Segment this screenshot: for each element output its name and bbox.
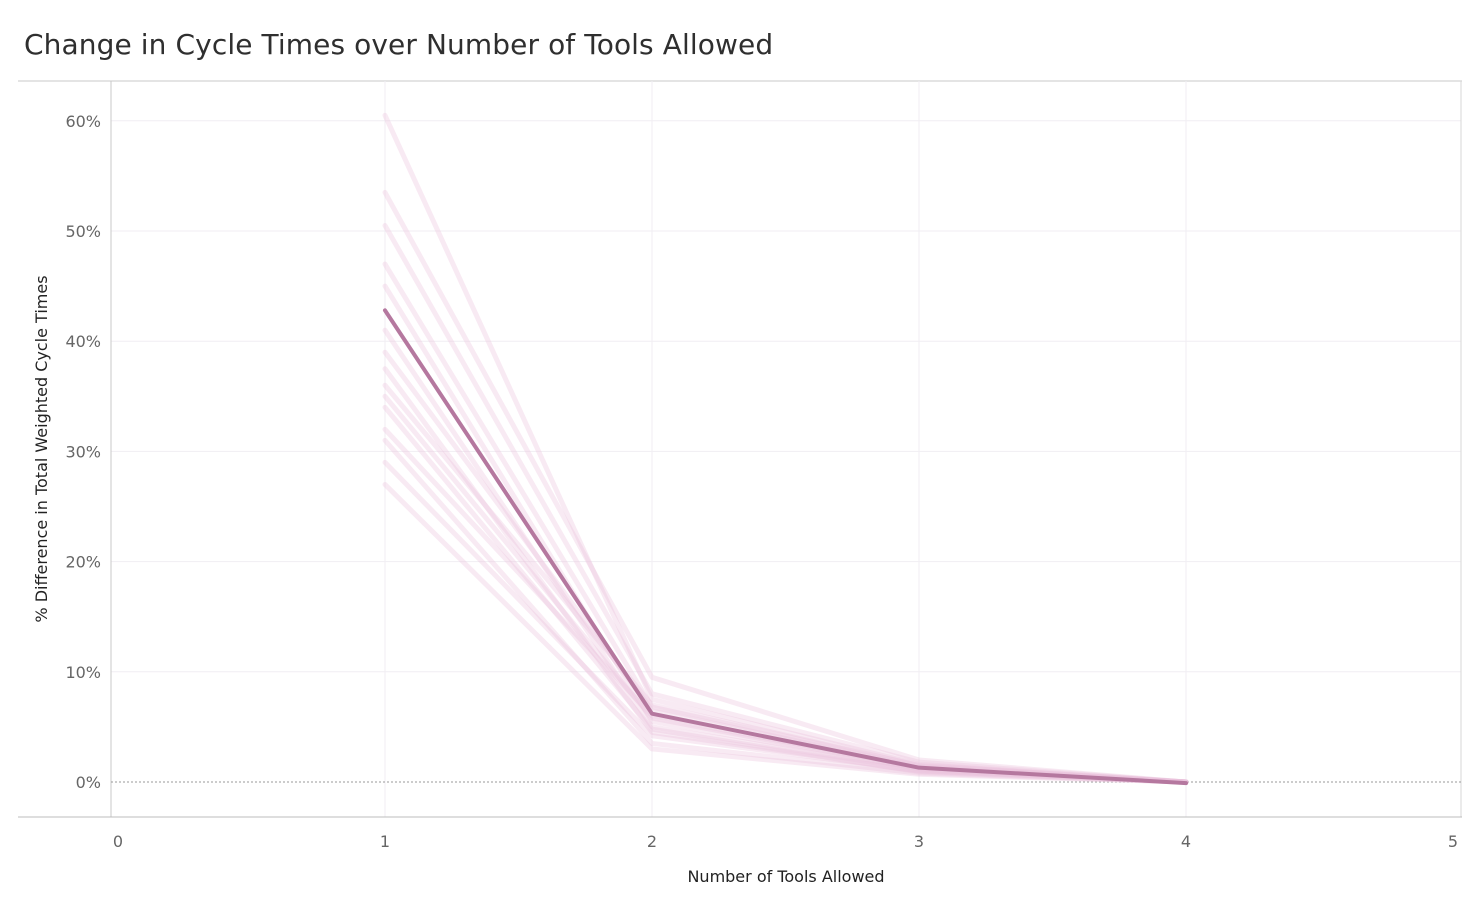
y-tick-label: 0% <box>76 773 101 792</box>
main-series-line-group <box>383 308 1188 786</box>
y-tick-label: 10% <box>65 663 101 682</box>
y-tick-label: 20% <box>65 553 101 572</box>
x-tick-label: 5 <box>1448 832 1458 851</box>
x-tick-label: 1 <box>380 832 390 851</box>
x-tick-label: 3 <box>914 832 924 851</box>
x-tick-label: 0 <box>113 832 123 851</box>
background-series-line <box>382 481 1189 785</box>
y-axis-title: % Difference in Total Weighted Cycle Tim… <box>32 275 51 622</box>
background-series-lines <box>382 112 1189 785</box>
x-gridlines <box>384 81 1187 817</box>
x-axis-title: Number of Tools Allowed <box>687 867 884 886</box>
background-series-line <box>382 189 1189 785</box>
y-gridlines <box>111 120 1461 673</box>
x-tick-label: 4 <box>1181 832 1191 851</box>
background-series-line <box>382 112 1189 785</box>
main-series-line <box>383 308 1188 786</box>
y-tick-label: 40% <box>65 332 101 351</box>
x-tick-labels: 0 1 2 3 4 5 <box>113 832 1458 851</box>
chart-title: Change in Cycle Times over Number of Too… <box>24 28 774 61</box>
y-tick-labels: 0% 10% 20% 30% 40% 50% 60% <box>65 112 101 792</box>
background-series-line <box>382 437 1189 785</box>
y-tick-label: 60% <box>65 112 101 131</box>
background-series-line <box>382 393 1189 785</box>
background-series-line <box>382 222 1189 785</box>
y-tick-label: 50% <box>65 222 101 241</box>
y-tick-label: 30% <box>65 442 101 461</box>
background-series-line <box>382 261 1189 785</box>
x-tick-label: 2 <box>647 832 657 851</box>
